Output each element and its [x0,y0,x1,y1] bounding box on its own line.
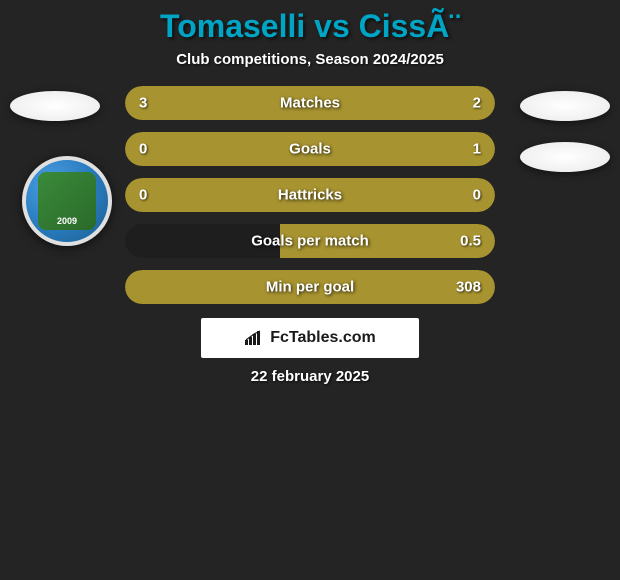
stat-label: Goals [289,141,331,158]
stat-bar-left [125,132,181,166]
stat-label: Matches [280,95,340,112]
stat-value-right: 0 [473,187,481,204]
main-area: 2009 3 2 Matches 0 1 Goals 0 0 Hattricks 0.5 Goals… [0,86,620,385]
stat-row: 0 1 Goals [125,132,495,166]
stat-value-left: 0 [139,187,147,204]
stat-row: 308 Min per goal [125,270,495,304]
stat-label: Min per goal [266,279,354,296]
stat-row: 0.5 Goals per match [125,224,495,258]
player-badge-right-1 [520,91,610,121]
chart-icon [244,330,264,346]
stat-value-right: 308 [456,279,481,296]
stat-value-left: 0 [139,141,147,158]
stat-label: Hattricks [278,187,342,204]
stat-value-right: 0.5 [460,233,481,250]
stat-row: 3 2 Matches [125,86,495,120]
stat-value-right: 1 [473,141,481,158]
stat-rows: 3 2 Matches 0 1 Goals 0 0 Hattricks 0.5 Goals per … [125,86,495,304]
player-badge-left [10,91,100,121]
club-logo-shield: 2009 [38,172,95,229]
stat-value-left: 3 [139,95,147,112]
branding-box: FcTables.com [201,318,419,358]
player-badge-right-2 [520,142,610,172]
branding-text: FcTables.com [270,329,376,347]
stat-value-right: 2 [473,95,481,112]
infographic-container: Tomaselli vs CissÃ¨ Club competitions, S… [0,0,620,393]
stat-row: 0 0 Hattricks [125,178,495,212]
footer-date: 22 february 2025 [0,368,620,385]
club-logo-year: 2009 [57,216,77,226]
subtitle: Club competitions, Season 2024/2025 [0,51,620,68]
stat-bar-right [181,132,496,166]
club-logo: 2009 [22,156,112,246]
stat-label: Goals per match [251,233,369,250]
page-title: Tomaselli vs CissÃ¨ [0,8,620,45]
